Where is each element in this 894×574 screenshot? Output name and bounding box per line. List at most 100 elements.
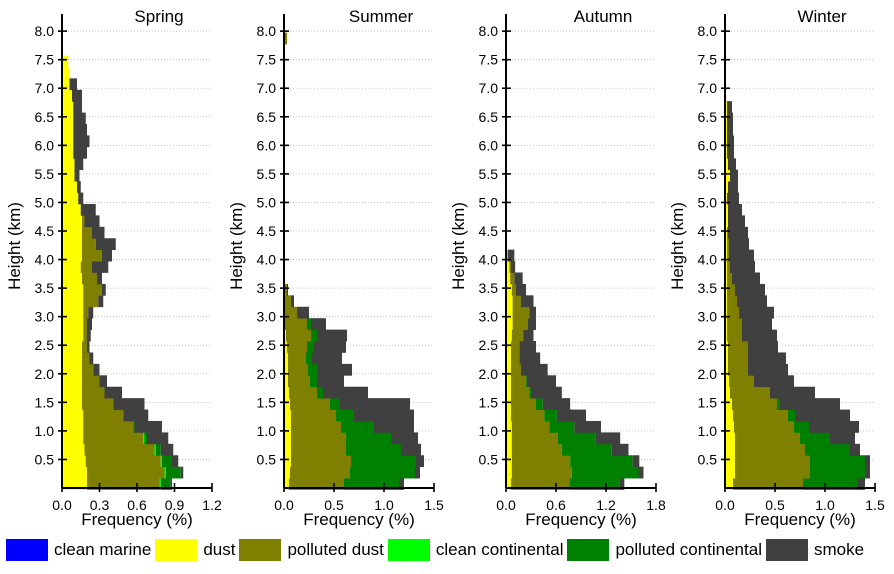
bar-polluted-dust xyxy=(82,238,96,251)
bar-clean-continental xyxy=(164,466,166,479)
bar-smoke xyxy=(739,306,774,319)
bar-smoke xyxy=(311,318,326,330)
bar-polluted-dust xyxy=(727,249,729,262)
bar-polluted-dust xyxy=(286,329,311,342)
bar-smoke xyxy=(619,478,625,490)
y-tick-label: 7.5 xyxy=(35,52,55,68)
bar-dust xyxy=(284,386,289,399)
bar-polluted-continental xyxy=(144,432,147,445)
bar-smoke xyxy=(730,261,755,273)
bar-smoke xyxy=(770,386,815,399)
x-tick-label: 0.6 xyxy=(546,497,566,513)
bar-polluted-dust xyxy=(82,352,90,365)
bar-polluted-continental xyxy=(351,455,416,468)
bar-smoke xyxy=(511,261,516,273)
x-axis-label: Frequency (%) xyxy=(303,510,414,529)
y-tick-label: 6.5 xyxy=(35,109,55,125)
bar-smoke xyxy=(611,443,629,456)
x-tick-label: 1.5 xyxy=(424,497,444,513)
bar-polluted-dust xyxy=(285,32,287,45)
bar-polluted-dust xyxy=(734,420,794,433)
bar-polluted-dust xyxy=(83,283,102,296)
bar-smoke xyxy=(391,432,418,445)
bar-polluted-continental xyxy=(162,455,172,468)
bar-dust xyxy=(725,420,734,433)
panel-title: Autumn xyxy=(574,7,633,26)
y-tick-label: 5.0 xyxy=(35,194,55,210)
bar-polluted-continental xyxy=(308,363,317,376)
bar-polluted-dust xyxy=(291,432,346,445)
y-tick-label: 7.0 xyxy=(698,80,718,96)
y-tick-label: 8.0 xyxy=(35,23,55,39)
panel-autumn: 0.5 1.0 1.5 2.0 2.5 3.0 3.5 4.0 4.5 5.0 5.5 6.0 6.5 7… xyxy=(449,7,666,529)
bar-polluted-continental xyxy=(529,386,531,399)
y-tick-label: 2.5 xyxy=(257,337,277,353)
bar-dust xyxy=(506,398,511,410)
bar-polluted-dust xyxy=(511,466,572,479)
bar-dust xyxy=(506,363,511,376)
bar-polluted-dust xyxy=(285,318,307,330)
bar-smoke xyxy=(727,101,732,113)
bar-polluted-dust xyxy=(511,329,524,342)
bar-polluted-dust xyxy=(85,455,161,468)
bar-smoke xyxy=(727,124,733,136)
bar-dust xyxy=(62,181,77,193)
bar-dust xyxy=(284,352,288,365)
bar-dust xyxy=(62,420,84,433)
bar-polluted-continental xyxy=(561,443,612,456)
legend-item-smoke: smoke xyxy=(765,539,864,561)
bar-smoke xyxy=(92,226,105,239)
x-axis-label: Frequency (%) xyxy=(81,510,192,529)
bar-dust xyxy=(62,169,75,182)
bar-dust xyxy=(506,375,511,388)
bar-smoke xyxy=(102,249,112,262)
bar-smoke xyxy=(531,386,562,399)
bar-smoke xyxy=(77,181,81,193)
bar-polluted-dust xyxy=(511,398,536,410)
bar-smoke xyxy=(74,169,80,182)
bar-dust xyxy=(62,261,81,273)
bar-dust xyxy=(725,478,733,490)
bar-polluted-dust xyxy=(735,443,805,456)
bar-smoke xyxy=(102,283,106,296)
bar-smoke xyxy=(98,295,104,308)
bar-polluted-dust xyxy=(727,306,739,319)
bar-dust xyxy=(725,352,728,365)
bar-dust xyxy=(62,409,84,422)
legend-label: polluted continental xyxy=(615,540,762,559)
bar-dust xyxy=(725,386,730,399)
bar-polluted-continental xyxy=(803,478,858,490)
bar-polluted-continental xyxy=(810,455,865,468)
legend-label: polluted dust xyxy=(287,540,384,559)
bar-dust xyxy=(62,398,82,410)
bar-dust xyxy=(62,341,82,353)
bar-polluted-dust xyxy=(732,398,777,410)
bar-dust xyxy=(506,352,511,365)
bar-polluted-dust xyxy=(735,432,800,445)
bar-polluted-continental xyxy=(341,420,374,433)
bar-dust xyxy=(284,363,288,376)
y-tick-label: 2.0 xyxy=(35,366,55,382)
bar-dust xyxy=(284,420,291,433)
y-tick-label: 5.5 xyxy=(257,166,277,182)
bar-clean-continental xyxy=(154,443,156,456)
y-tick-label: 2.5 xyxy=(35,337,55,353)
bar-smoke xyxy=(574,420,601,433)
bar-dust xyxy=(284,443,291,456)
bar-smoke xyxy=(526,375,556,388)
y-tick-label: 7.0 xyxy=(479,80,499,96)
bar-smoke xyxy=(73,124,87,136)
bar-dust xyxy=(62,203,81,216)
y-tick-label: 3.5 xyxy=(698,280,718,296)
legend-swatch xyxy=(155,539,198,561)
y-tick-label: 3.0 xyxy=(479,309,499,325)
bar-smoke xyxy=(556,409,586,422)
y-tick-label: 4.0 xyxy=(35,252,55,268)
y-tick-label: 6.0 xyxy=(479,137,499,153)
bar-polluted-dust xyxy=(82,226,92,239)
bar-smoke xyxy=(728,158,736,171)
bar-dust xyxy=(725,363,728,376)
bar-dust xyxy=(62,112,74,125)
bar-smoke xyxy=(729,238,749,251)
bar-polluted-continental xyxy=(788,409,795,422)
